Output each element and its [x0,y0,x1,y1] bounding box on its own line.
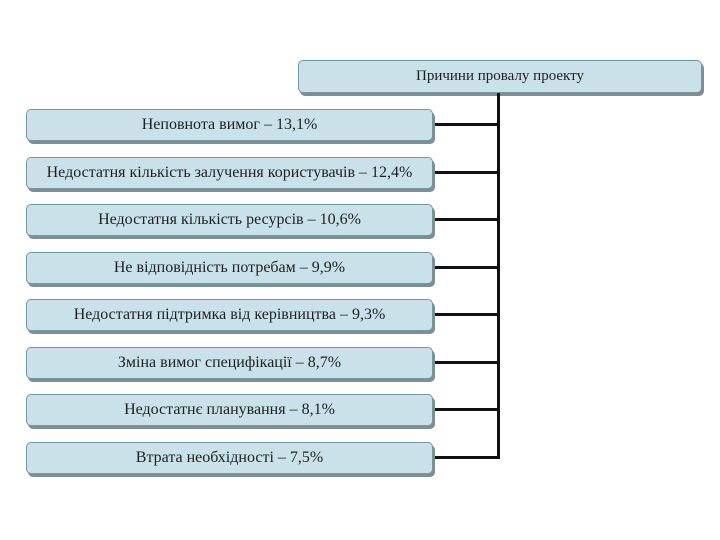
cause-label: Не відповідність потребам – 9,9% [113,259,346,276]
cause-box-8: Втрата необхідності – 7,5% [26,442,433,474]
cause-box-5: Недостатня підтримка від керівництва – 9… [26,299,433,331]
cause-label: Недостатня кількість залучення користува… [46,164,413,181]
cause-box-3: Недостатня кількість ресурсів – 10,6% [26,204,433,236]
cause-label: Неповнота вимог – 13,1% [141,116,318,133]
branch-line-5 [433,313,499,316]
cause-box-4: Не відповідність потребам – 9,9% [26,252,433,284]
cause-label: Недостатнє планування – 8,1% [124,401,335,418]
branch-line-7 [433,408,499,411]
cause-label: Втрата необхідності – 7,5% [135,449,324,466]
diagram-title: Причини провалу проекту [416,68,584,84]
cause-label: Зміна вимог специфікації – 8,7% [117,354,342,371]
cause-label: Недостатня кількість ресурсів – 10,6% [98,211,361,228]
cause-box-1: Неповнота вимог – 13,1% [26,109,433,141]
branch-line-6 [433,361,499,364]
branch-line-2 [433,171,499,174]
diagram-title-box: Причини провалу проекту [298,60,702,93]
branch-line-1 [433,123,499,126]
trunk-line [497,93,500,459]
branch-line-4 [433,266,499,269]
cause-box-2: Недостатня кількість залучення користува… [26,157,433,189]
cause-box-6: Зміна вимог специфікації – 8,7% [26,347,433,379]
cause-box-7: Недостатнє планування – 8,1% [26,394,433,426]
cause-label: Недостатня підтримка від керівництва – 9… [73,306,386,323]
branch-line-3 [433,218,499,221]
branch-line-8 [433,456,499,459]
